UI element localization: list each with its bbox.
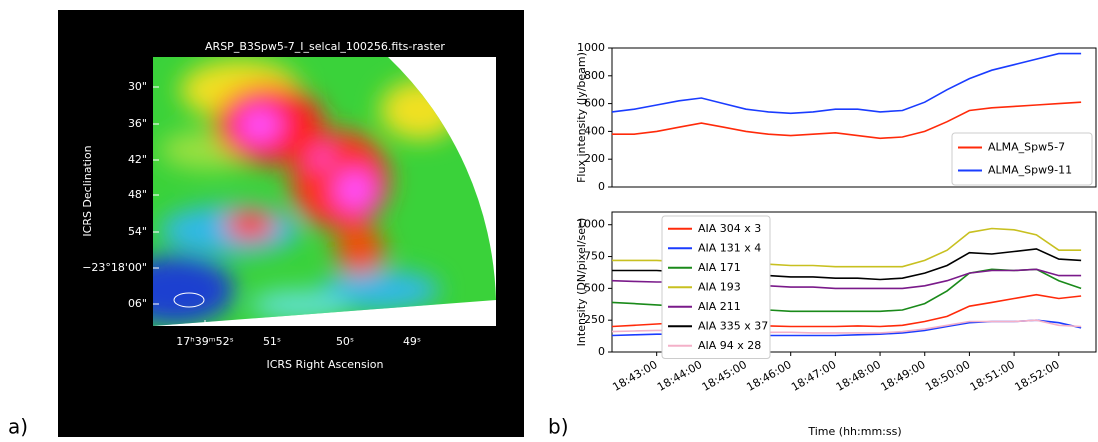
x-tick-label: 18:47:00 [789,358,838,394]
y-tick-label: 1000 [577,41,605,54]
x-tick-label: 18:48:00 [834,358,883,394]
x-tick-label: 18:51:00 [968,358,1017,394]
x-tick-label: 18:43:00 [610,358,659,394]
legend-box [951,132,1093,186]
x-tick-label: 18:52:00 [1012,358,1061,394]
legend-label: AIA 193 [698,280,741,293]
y-tick-label: 0 [598,345,605,358]
legend-label: AIA 94 x 28 [698,339,761,352]
x-axis-label: ICRS Right Ascension [266,358,383,371]
legend-label: AIA 131 x 4 [698,241,761,254]
y-tick-label: 1000 [577,218,605,231]
y-tick-label: 06" [128,297,147,310]
series-line [611,52,1082,115]
y-tick-label: 0 [598,180,605,193]
image-panel: ARSP_B3Spw5-7_I_selcal_100256.fits-raste… [58,10,524,437]
x-tick-label: 18:45:00 [700,358,749,394]
x-tick-label: 18:49:00 [878,358,927,394]
legend-label: AIA 335 x 37 [698,319,768,332]
y-tick-label: 30" [128,80,147,93]
y-tick-label: 200 [584,152,605,165]
y-tick-label: 48" [128,188,147,201]
y-axis-label: ICRS Declination [81,145,94,236]
x-tick-label: 49ˢ [403,335,421,348]
x-axis-label: Time (hh:mm:ss) [807,425,901,438]
series-line [612,101,1082,140]
y-tick-label: 400 [584,124,605,137]
y-tick-label: 54" [128,225,147,238]
image-title: ARSP_B3Spw5-7_I_selcal_100256.fits-raste… [205,40,445,53]
y-tick-label: −23°18'00" [82,261,147,274]
legend-label: AIA 171 [698,261,741,274]
raster [153,57,496,326]
y-tick-label: 250 [584,313,605,326]
legend-label: AIA 304 x 3 [698,222,761,235]
legend-label: ALMA_Spw5-7 [988,141,1065,154]
y-tick-label: 500 [584,281,605,294]
y-tick-label: 800 [584,69,605,82]
y-tick-label: 36" [128,117,147,130]
panel-label: b) [548,415,569,439]
y-tick-label: 600 [584,97,605,110]
beam [173,292,205,308]
x-tick-label: 50ˢ [336,335,354,348]
y-axis-label: Intensity (DN/pixel/sec) [575,218,588,347]
panel-label: a) [8,415,28,439]
plot-frame [611,211,1097,353]
y-tick-label: 750 [584,250,605,263]
x-tick-label: 18:46:00 [744,358,793,394]
legend-box [661,215,771,359]
y-tick-label: 42" [128,153,147,166]
x-tick-label: 18:50:00 [923,358,972,394]
x-tick-label: 18:44:00 [655,358,704,394]
plot-frame [611,47,1097,188]
x-tick-label: 17ʰ39ᵐ52ˢ [176,335,233,348]
x-tick-label: 51ˢ [263,335,281,348]
legend-label: AIA 211 [698,300,741,313]
legend-label: ALMA_Spw9-11 [988,164,1072,177]
y-axis-label: Flux intensity (Jy/beam) [575,52,588,183]
